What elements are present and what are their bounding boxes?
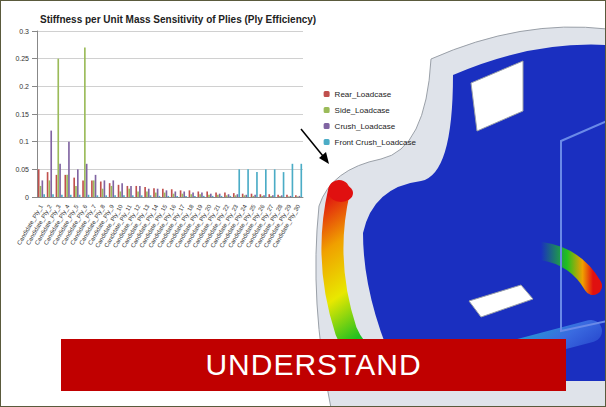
svg-text:Side_Loadcase: Side_Loadcase xyxy=(335,106,391,115)
svg-text:Candidate_Ply_4: Candidate_Ply_4 xyxy=(42,203,71,246)
svg-text:Candidate_Ply_25: Candidate_Ply_25 xyxy=(227,203,257,249)
svg-text:0.15: 0.15 xyxy=(15,111,29,118)
svg-text:0.25: 0.25 xyxy=(15,55,29,62)
svg-text:Candidate_Ply_2: Candidate_Ply_2 xyxy=(24,203,53,246)
svg-text:Candidate_Ply_1: Candidate_Ply_1 xyxy=(16,203,44,246)
svg-text:Stiffness per Unit Mass Sensit: Stiffness per Unit Mass Sensitivity of P… xyxy=(40,14,316,25)
svg-text:Candidate_Ply_10: Candidate_Ply_10 xyxy=(94,203,124,249)
svg-text:Candidate_Ply_3: Candidate_Ply_3 xyxy=(33,203,62,246)
svg-text:Candidate_Ply_20: Candidate_Ply_20 xyxy=(182,203,213,249)
svg-text:Candidate_Ply_8: Candidate_Ply_8 xyxy=(78,203,107,246)
svg-text:Candidate_Ply_15: Candidate_Ply_15 xyxy=(138,203,169,249)
svg-text:Candidate_Ply_18: Candidate_Ply_18 xyxy=(165,203,195,249)
svg-text:Crush_Loadcase: Crush_Loadcase xyxy=(335,122,396,131)
svg-text:Candidate_Ply_30: Candidate_Ply_30 xyxy=(272,203,302,249)
svg-text:Candidate_Ply_29: Candidate_Ply_29 xyxy=(262,203,293,249)
svg-text:Candidate_Ply_24: Candidate_Ply_24 xyxy=(218,203,248,249)
svg-text:Candidate_Ply_7: Candidate_Ply_7 xyxy=(69,203,98,246)
svg-text:Candidate_Ply_6: Candidate_Ply_6 xyxy=(60,203,89,246)
svg-text:Candidate_Ply_14: Candidate_Ply_14 xyxy=(129,203,160,249)
svg-text:0.05: 0.05 xyxy=(15,166,29,173)
svg-text:Candidate_Ply_19: Candidate_Ply_19 xyxy=(174,203,204,249)
svg-text:Candidate_Ply_12: Candidate_Ply_12 xyxy=(111,203,142,249)
svg-text:0.2: 0.2 xyxy=(19,83,29,90)
svg-text:Rear_Loadcase: Rear_Loadcase xyxy=(335,90,392,99)
svg-text:Candidate_Ply_13: Candidate_Ply_13 xyxy=(120,203,151,249)
svg-text:0.1: 0.1 xyxy=(19,138,29,145)
svg-text:Candidate_Ply_22: Candidate_Ply_22 xyxy=(200,203,231,249)
svg-text:Front Crush_Loadcase: Front Crush_Loadcase xyxy=(335,138,417,147)
html-text:UNDERSTAND: UNDERSTAND xyxy=(205,348,422,381)
svg-text:Candidate_Ply_27: Candidate_Ply_27 xyxy=(244,203,275,249)
svg-text:0: 0 xyxy=(25,194,29,201)
svg-text:Candidate_Ply_17: Candidate_Ply_17 xyxy=(156,203,186,249)
svg-text:Candidate_Ply_26: Candidate_Ply_26 xyxy=(236,203,266,249)
svg-text:Candidate_Ply_9: Candidate_Ply_9 xyxy=(87,203,115,246)
svg-text:Candidate_Ply_16: Candidate_Ply_16 xyxy=(147,203,177,249)
svg-text:Candidate_Ply_5: Candidate_Ply_5 xyxy=(51,203,80,246)
svg-text:Candidate_Ply_28: Candidate_Ply_28 xyxy=(253,203,284,249)
svg-text:Candidate_Ply_21: Candidate_Ply_21 xyxy=(191,203,222,249)
svg-text:Candidate_Ply_23: Candidate_Ply_23 xyxy=(209,203,240,249)
svg-text:Candidate_Ply_11: Candidate_Ply_11 xyxy=(103,203,133,249)
svg-text:0.3: 0.3 xyxy=(19,28,29,35)
